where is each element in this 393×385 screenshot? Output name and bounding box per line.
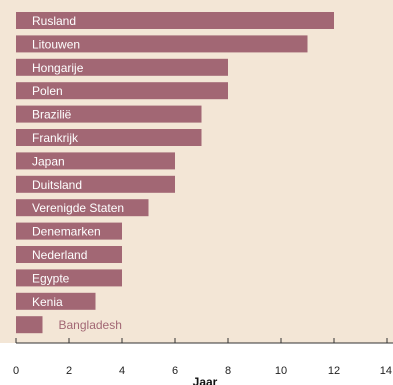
x-axis-title: Jaar (193, 375, 218, 385)
bar-label-6: Japan (32, 154, 65, 168)
bar-11 (16, 269, 122, 287)
bar-8 (16, 199, 149, 217)
bar-label-8: Verenigde Staten (32, 201, 124, 215)
bar-label-1: Litouwen (32, 37, 80, 51)
bar-2 (16, 58, 228, 76)
bar-6 (16, 152, 175, 170)
bar-1 (16, 35, 308, 53)
x-tick-label-1: 2 (66, 365, 72, 377)
bars-group: Rusland Litouwen Hongarije Polen Brazilië Fra… (16, 12, 334, 334)
x-tick-label-4: 8 (225, 365, 231, 377)
bar-label-4: Brazilië (32, 108, 72, 122)
x-tick-label-2: 4 (119, 365, 125, 377)
bar-0 (16, 12, 334, 29)
bar-13 (16, 316, 43, 334)
x-tick-label-6: 12 (328, 365, 340, 377)
bar-4 (16, 105, 202, 123)
bar-label-13: Bangladesh (59, 318, 122, 332)
bar-3 (16, 82, 228, 100)
x-tick-label-3: 6 (172, 365, 178, 377)
bar-7 (16, 175, 175, 193)
x-axis-ticks: 0 2 4 6 8 10 12 14 (13, 338, 392, 377)
bar-label-2: Hongarije (32, 61, 84, 75)
bar-9 (16, 222, 122, 240)
x-tick-label-5: 10 (275, 365, 287, 377)
bar-label-0: Rusland (32, 14, 76, 28)
x-tick-label-0: 0 (13, 365, 19, 377)
bar-label-12: Kenia (32, 295, 63, 309)
bar-10 (16, 246, 122, 263)
bar-label-11: Egypte (32, 271, 70, 285)
x-tick-label-7: 14 (380, 365, 392, 377)
bar-12 (16, 292, 96, 310)
bar-5 (16, 129, 202, 146)
bar-label-5: Frankrijk (32, 131, 79, 145)
bar-label-9: Denemarken (32, 225, 101, 239)
bar-label-3: Polen (32, 84, 63, 98)
bar-label-7: Duitsland (32, 178, 82, 192)
bar-label-10: Nederland (32, 248, 87, 262)
